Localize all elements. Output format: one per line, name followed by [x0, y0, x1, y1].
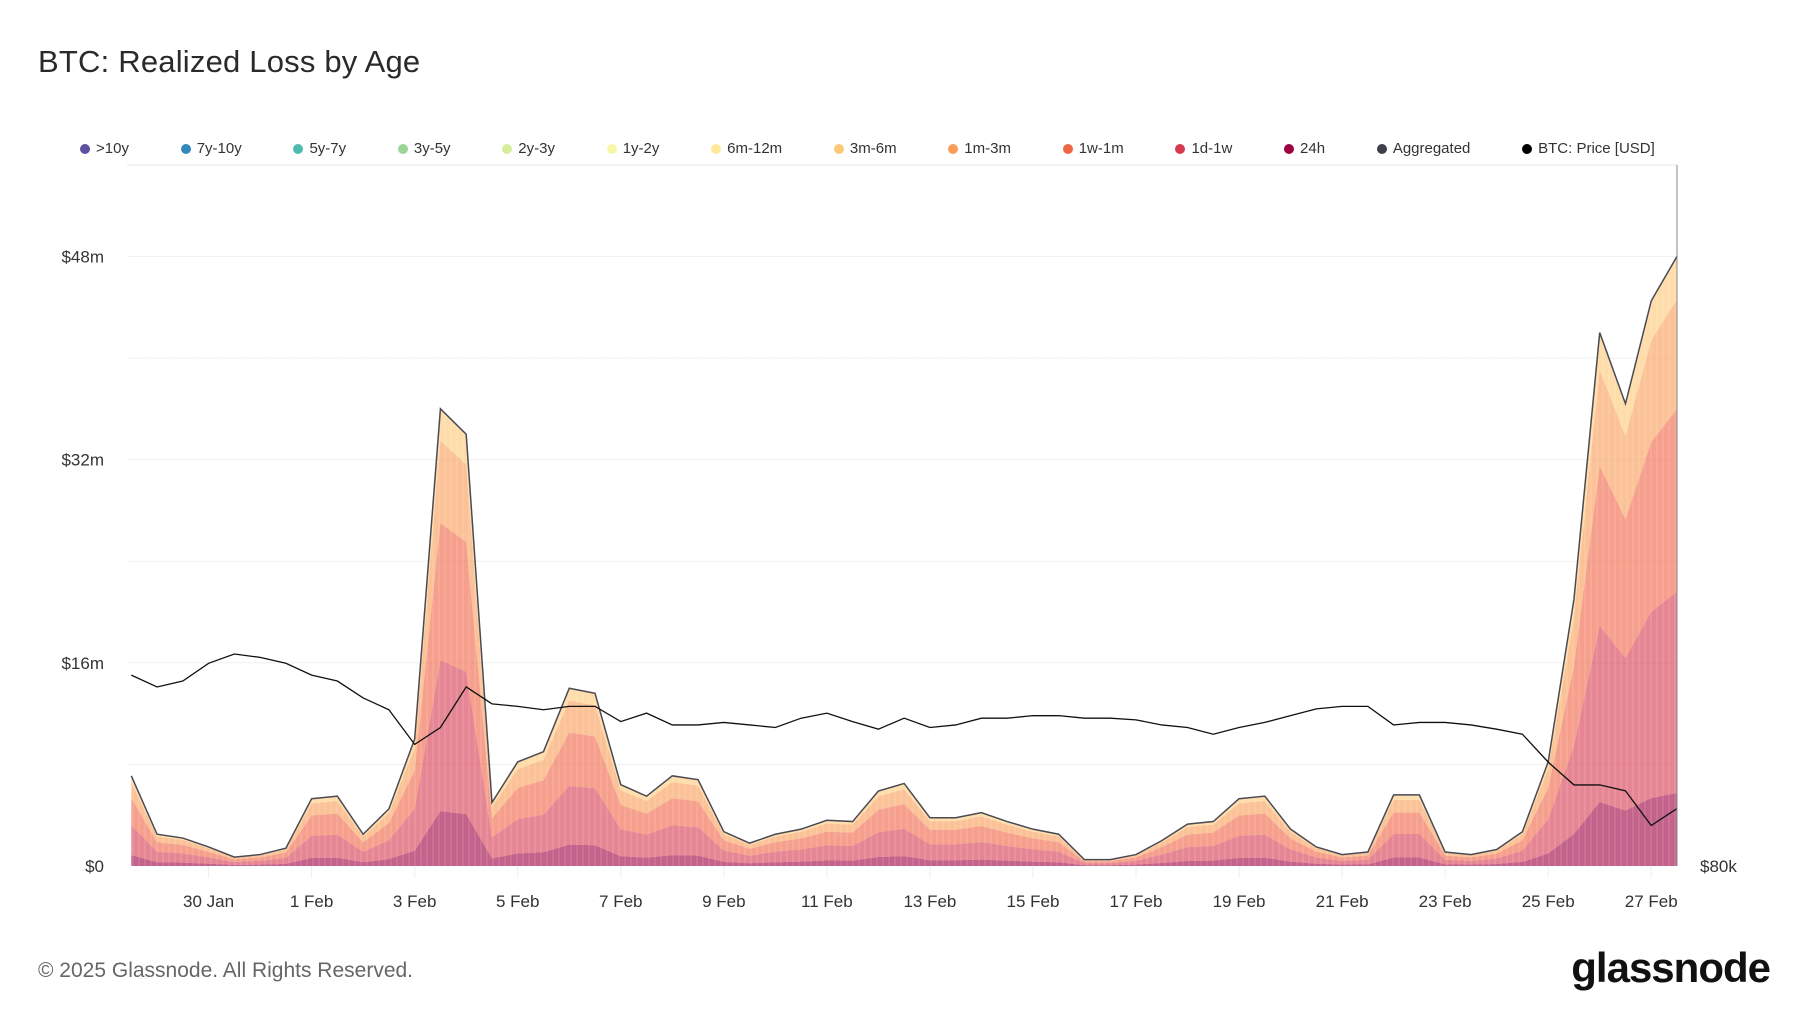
x-tick-label: 25 Feb: [1522, 892, 1575, 911]
legend-item-7y-10y[interactable]: 7y-10y: [180, 140, 242, 157]
y-tick-label: $32m: [61, 451, 104, 470]
legend-dot-icon: [397, 143, 408, 154]
legend-dot-icon: [1284, 143, 1295, 154]
legend-label: 1w-1m: [1078, 140, 1124, 157]
band-3m-6m: [131, 256, 1678, 861]
x-tick-label: 3 Feb: [393, 892, 436, 911]
legend-dot-icon: [948, 143, 959, 154]
legend-label: 24h: [1300, 140, 1326, 157]
legend-label: >10y: [96, 140, 129, 157]
legend-label: 5y-7y: [309, 140, 347, 157]
legend-label: 2y-3y: [518, 140, 555, 157]
legend-item-3m-6m[interactable]: 3m-6m: [833, 140, 897, 157]
legend-label: 7y-10y: [196, 140, 242, 157]
glassnode-logo[interactable]: glassnode: [1571, 944, 1771, 991]
legend-item-1m-3m[interactable]: 1m-3m: [948, 140, 1011, 157]
x-tick-label: 9 Feb: [702, 892, 745, 911]
aggregated-line: [130, 256, 1678, 861]
x-tick-label: 7 Feb: [599, 892, 642, 911]
legend: >10y 7y-10y 5y-7y 3y-5y 2y-3y 1y-2y 6m-12m 3m-6…: [80, 140, 1655, 157]
legend-dot-icon: [606, 143, 617, 154]
legend-dot-icon: [180, 143, 191, 154]
legend-item-24h[interactable]: 24h: [1284, 140, 1325, 157]
legend-item-1d-1w[interactable]: 1d-1w: [1175, 140, 1232, 157]
x-tick-label: 19 Feb: [1213, 892, 1266, 911]
legend-label: BTC: Price [USD]: [1538, 140, 1655, 157]
x-tick-label: 30 Jan: [183, 892, 234, 911]
legend-item-1w-1m[interactable]: 1w-1m: [1062, 140, 1124, 157]
legend-dot-icon: [80, 143, 90, 154]
x-tick-label: 1 Feb: [290, 892, 333, 911]
legend-item-3y-5y[interactable]: 3y-5y: [397, 140, 451, 157]
y2-tick-label: $80k: [1700, 857, 1737, 876]
y-tick-label: $0: [85, 857, 104, 876]
legend-item-btc-price-usd-[interactable]: BTC: Price [USD]: [1522, 140, 1655, 157]
copyright: © 2025 Glassnode. All Rights Reserved.: [38, 959, 414, 982]
legend-label: 6m-12m: [727, 140, 783, 157]
legend-item-aggregated[interactable]: Aggregated: [1376, 140, 1471, 157]
x-tick-label: 27 Feb: [1625, 892, 1678, 911]
band-24h: [131, 792, 1678, 866]
legend-dot-icon: [293, 143, 304, 154]
band-1w-1m: [131, 408, 1678, 864]
legend-item-2y-3y[interactable]: 2y-3y: [502, 140, 555, 157]
legend-dot-icon: [833, 143, 844, 154]
legend-item-1y-2y[interactable]: 1y-2y: [606, 140, 660, 157]
x-tick-label: 11 Feb: [801, 892, 853, 911]
legend-dot-icon: [1062, 143, 1073, 154]
legend-item-5y-7y[interactable]: 5y-7y: [293, 140, 346, 157]
legend-item-6m-12m[interactable]: 6m-12m: [711, 140, 782, 157]
legend-label: 3y-5y: [413, 140, 451, 157]
legend-label: 1y-2y: [622, 140, 660, 157]
x-tick-label: 15 Feb: [1006, 892, 1059, 911]
legend-label: 1m-3m: [964, 140, 1011, 157]
y-tick-label: $16m: [61, 654, 104, 673]
chart-title: BTC: Realized Loss by Age: [38, 44, 421, 79]
band-1d-1w: [131, 591, 1678, 866]
x-tick-label: 17 Feb: [1110, 892, 1163, 911]
legend-dot-icon: [1175, 143, 1186, 154]
legend-label: 3m-6m: [849, 140, 897, 157]
band-1m-3m: [131, 299, 1678, 862]
legend-dot-icon: [1376, 143, 1387, 154]
x-tick-label: 23 Feb: [1419, 892, 1472, 911]
x-tick-label: 21 Feb: [1316, 892, 1369, 911]
legend-dot-icon: [711, 143, 722, 154]
legend-label: Aggregated: [1392, 140, 1471, 157]
x-tick-label: 13 Feb: [903, 892, 956, 911]
btc-price-line: [131, 653, 1678, 827]
legend-label: 1d-1w: [1191, 140, 1233, 157]
legend-item--10y[interactable]: >10y: [80, 140, 129, 157]
legend-dot-icon: [502, 143, 513, 154]
x-tick-label: 5 Feb: [496, 892, 539, 911]
y-tick-label: $48m: [61, 247, 104, 266]
legend-dot-icon: [1522, 143, 1533, 154]
